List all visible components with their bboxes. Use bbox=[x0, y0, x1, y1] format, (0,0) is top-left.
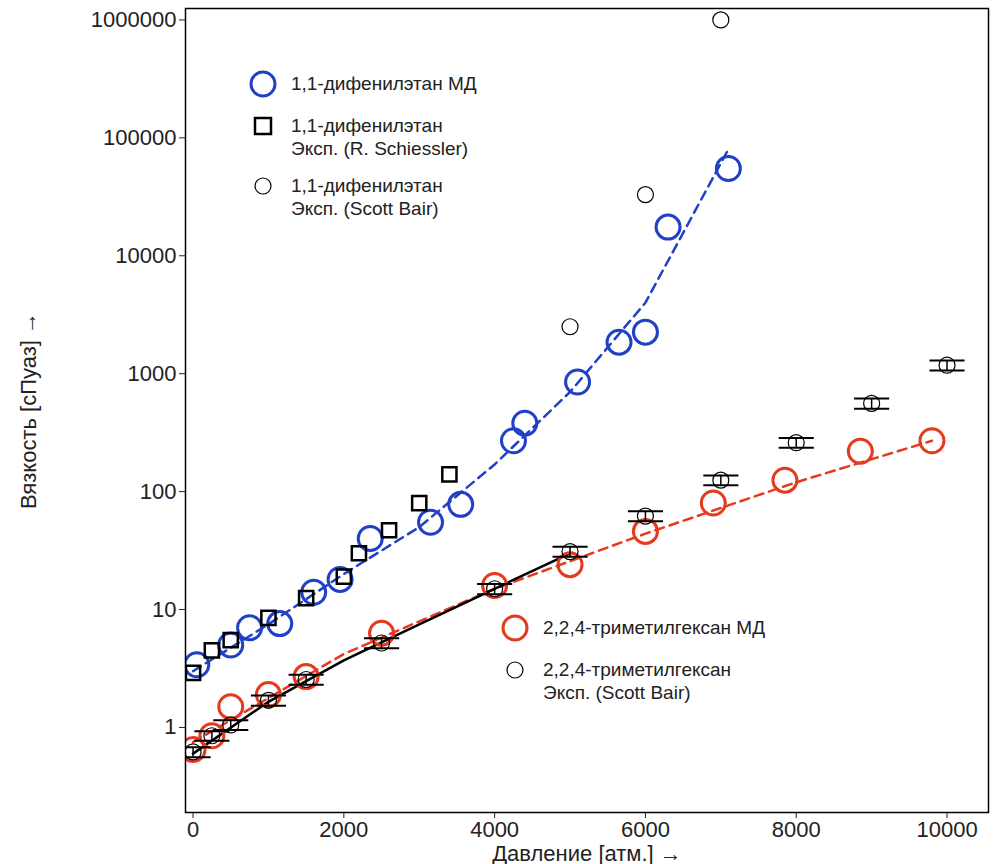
svg-text:2000: 2000 bbox=[319, 817, 368, 842]
svg-text:1000: 1000 bbox=[128, 361, 177, 386]
svg-text:100: 100 bbox=[140, 479, 177, 504]
svg-text:Давление [атм.] →: Давление [атм.] → bbox=[492, 841, 682, 864]
svg-text:1: 1 bbox=[164, 714, 176, 739]
svg-text:10: 10 bbox=[152, 597, 176, 622]
svg-text:4000: 4000 bbox=[470, 817, 519, 842]
svg-text:6000: 6000 bbox=[621, 817, 670, 842]
html-text:2,2,4-триметилгексан МД: 2,2,4-триметилгексан МД bbox=[543, 617, 765, 638]
html-text:1,1-дифенилэтан Эксп. (Scott B: 1,1-дифенилэтан Эксп. (Scott Bair) bbox=[291, 175, 443, 219]
html-text:2,2,4-триметилгексан Эксп. (Sc: 2,2,4-триметилгексан Эксп. (Scott Bair) bbox=[543, 659, 731, 703]
html-text:1,1-дифенилэтан МД: 1,1-дифенилэтан МД bbox=[291, 73, 477, 94]
html-text:1,1-дифенилэтан Эксп. (R. Schi: 1,1-дифенилэтан Эксп. (R. Schiessler) bbox=[291, 115, 469, 159]
svg-text:10000: 10000 bbox=[115, 243, 176, 268]
svg-text:10000: 10000 bbox=[916, 817, 977, 842]
svg-text:0: 0 bbox=[187, 817, 199, 842]
svg-text:1000000: 1000000 bbox=[91, 7, 177, 32]
svg-text:Вязкость [сПуаз] →: Вязкость [сПуаз] → bbox=[16, 312, 41, 509]
svg-text:100000: 100000 bbox=[103, 125, 176, 150]
svg-text:8000: 8000 bbox=[772, 817, 821, 842]
